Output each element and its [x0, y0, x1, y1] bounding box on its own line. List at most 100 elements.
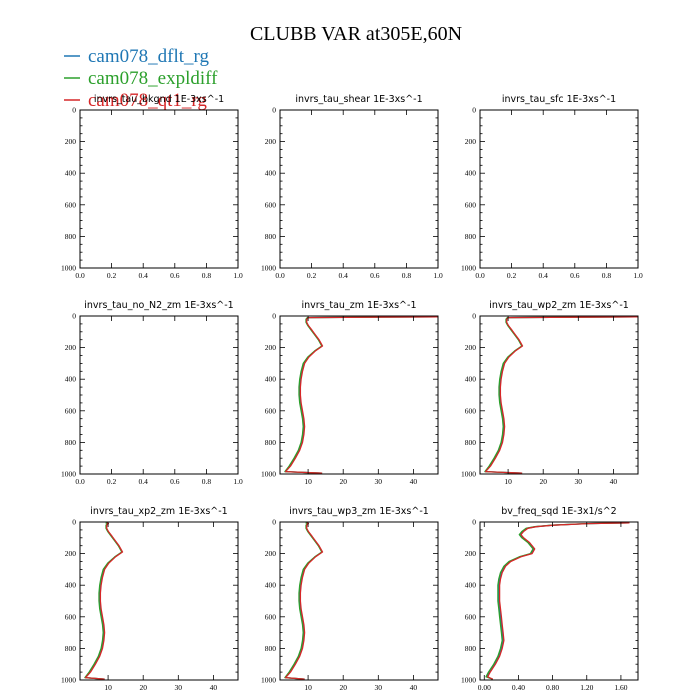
series-line	[84, 522, 123, 680]
y-tick-label: 600	[265, 612, 277, 621]
y-tick-label: 1000	[461, 676, 476, 685]
chart-panel: bv_freq_sqd 1E-3x1/s^2020040060080010000…	[461, 506, 639, 692]
panel-title: invrs_tau_xp2_zm 1E-3xs^-1	[90, 506, 227, 517]
y-tick-label: 200	[65, 343, 77, 352]
plot-frame	[79, 109, 239, 269]
x-tick-label: 0.4	[139, 477, 149, 486]
x-tick-label: 0.0	[75, 271, 85, 280]
y-tick-label: 400	[265, 375, 277, 384]
series-line	[84, 522, 123, 680]
legend-entry: cam078_expldiff	[88, 68, 218, 89]
series-line	[284, 522, 324, 680]
series-line	[284, 316, 439, 474]
panel-title: invrs_tau_no_N2_zm 1E-3xs^-1	[84, 300, 233, 311]
legend: cam078_dflt_rgcam078_expldiffcam078_qt1_…	[64, 46, 218, 111]
x-tick-label: 10	[104, 683, 112, 692]
y-tick-label: 1000	[61, 470, 76, 479]
y-tick-label: 800	[65, 438, 77, 447]
y-tick-label: 400	[465, 581, 477, 590]
chart-panel: invrs_tau_wp3_zm 1E-3xs^-1 0 200 400 600 800 1…	[261, 506, 439, 692]
y-tick-label: 600	[465, 200, 477, 209]
x-tick-label: 20	[339, 683, 347, 692]
chart-panel: invrs_tau_shear 1E-3xs^-1 0 200 400 600 800 10…	[261, 94, 443, 280]
x-tick-label: 0.0	[475, 271, 485, 280]
y-tick-label: 400	[65, 169, 77, 178]
y-tick-label: 600	[65, 612, 77, 621]
y-tick-label: 0	[472, 518, 476, 527]
y-tick-label: 200	[65, 549, 77, 558]
legend-entry: cam078_qt1_rg	[88, 90, 207, 111]
y-tick-label: 200	[265, 343, 277, 352]
series-line	[485, 522, 630, 680]
x-tick-label: 40	[210, 683, 218, 692]
x-tick-label: 0.0	[75, 477, 85, 486]
series-line	[84, 522, 124, 680]
plot-frame	[79, 315, 239, 475]
x-tick-label: 20	[139, 683, 147, 692]
y-tick-label: 1000	[461, 470, 476, 479]
x-tick-label: 0.2	[307, 271, 317, 280]
chart-panel: invrs_tau_no_N2_zm 1E-3xs^-1 0 200 400 600 80…	[61, 300, 243, 486]
chart-panel: invrs_tau_wp2_zm 1E-3xs^-1 0 200 400 600 800 1…	[461, 300, 639, 486]
plot-frame	[79, 521, 239, 681]
x-tick-label: 40	[410, 477, 418, 486]
y-tick-label: 800	[65, 232, 77, 241]
x-tick-label: 20	[539, 477, 547, 486]
legend-entry: cam078_dflt_rg	[88, 46, 210, 67]
x-tick-label: 10	[304, 477, 312, 486]
chart-panel: invrs_tau_sfc 1E-3xs^-1 0 200 400 600 800 1000…	[461, 94, 643, 280]
plot-frame	[479, 109, 639, 269]
y-tick-label: 0	[272, 106, 276, 115]
panel-title: invrs_tau_bkgnd 1E-3xs^-1	[94, 94, 224, 105]
x-tick-label: 0.6	[170, 271, 180, 280]
y-tick-label: 600	[265, 200, 277, 209]
y-tick-label: 400	[265, 581, 277, 590]
y-tick-label: 0	[72, 106, 76, 115]
series-line	[486, 522, 630, 680]
panel-title: invrs_tau_wp3_zm 1E-3xs^-1	[289, 506, 429, 517]
y-tick-label: 200	[265, 137, 277, 146]
y-tick-label: 1000	[461, 264, 476, 273]
y-tick-label: 1000	[61, 676, 76, 685]
y-tick-label: 600	[465, 406, 477, 415]
y-tick-label: 600	[265, 406, 277, 415]
y-tick-label: 1000	[261, 470, 276, 479]
x-tick-label: 1.0	[433, 271, 443, 280]
x-tick-label: 1.0	[633, 271, 643, 280]
x-tick-label: 30	[375, 477, 383, 486]
x-tick-label: 0.8	[402, 271, 412, 280]
x-tick-label: 0.40	[512, 683, 525, 692]
x-tick-label: 0.2	[107, 477, 117, 486]
panel-title: invrs_tau_shear 1E-3xs^-1	[295, 94, 422, 105]
x-tick-label: 10	[504, 477, 512, 486]
y-tick-label: 200	[265, 549, 277, 558]
y-tick-label: 600	[465, 612, 477, 621]
x-tick-label: 30	[575, 477, 583, 486]
y-tick-label: 400	[65, 375, 77, 384]
x-tick-label: 30	[175, 683, 183, 692]
y-tick-label: 0	[472, 312, 476, 321]
x-tick-label: 10	[304, 683, 312, 692]
y-tick-label: 1000	[61, 264, 76, 273]
series-line	[284, 522, 323, 680]
x-tick-label: 40	[610, 477, 618, 486]
x-tick-label: 0.4	[539, 271, 549, 280]
y-tick-label: 0	[72, 518, 76, 527]
x-tick-label: 0.8	[202, 271, 212, 280]
x-tick-label: 0.00	[478, 683, 491, 692]
series-line	[484, 316, 639, 474]
x-tick-label: 0.4	[339, 271, 349, 280]
plot-frame	[479, 315, 639, 475]
y-tick-label: 800	[465, 232, 477, 241]
y-tick-label: 800	[65, 644, 77, 653]
x-tick-label: 0.8	[202, 477, 212, 486]
y-tick-label: 200	[465, 137, 477, 146]
y-tick-label: 0	[272, 518, 276, 527]
series-line	[284, 316, 439, 474]
series-line	[484, 316, 639, 474]
y-tick-label: 1000	[261, 676, 276, 685]
y-tick-label: 0	[272, 312, 276, 321]
x-tick-label: 0.6	[570, 271, 580, 280]
series-line	[284, 522, 323, 680]
